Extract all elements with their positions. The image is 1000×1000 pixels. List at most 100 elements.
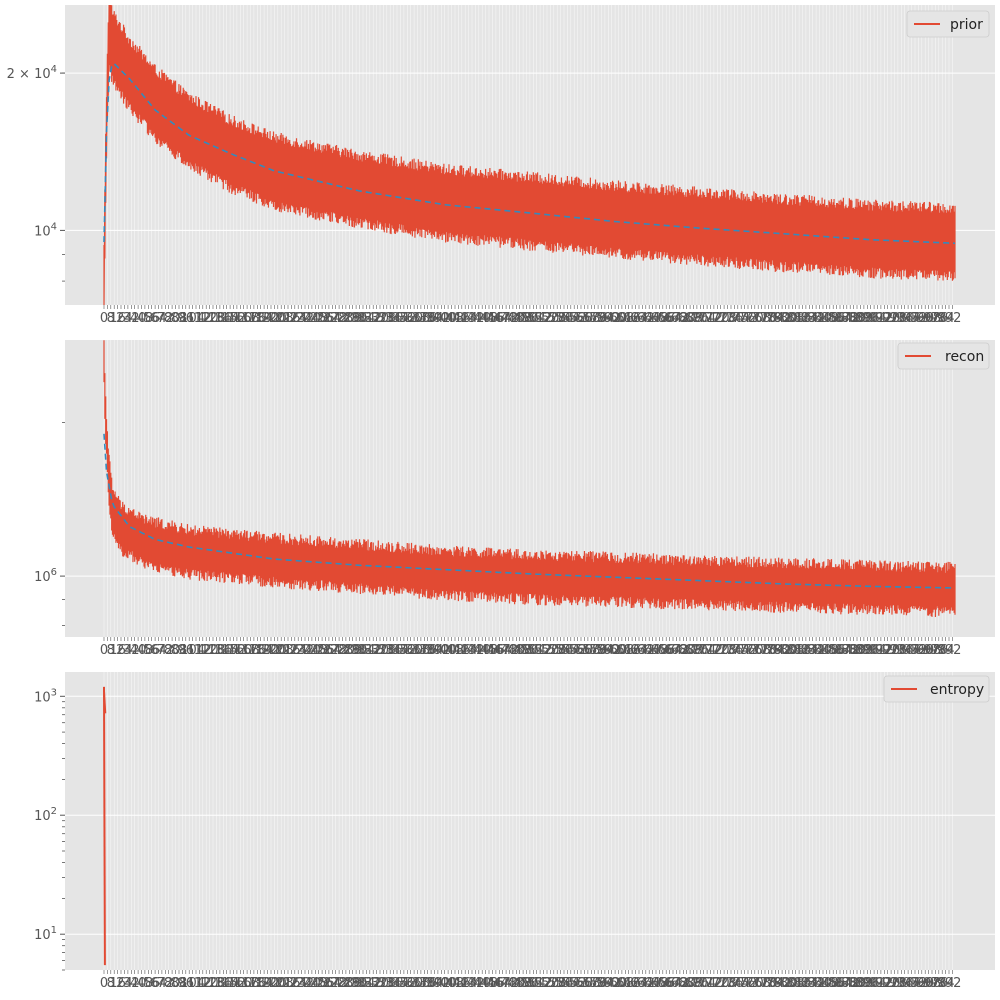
x-tick-label: 88: [171, 976, 188, 991]
x-tick-label: 256: [310, 976, 335, 991]
x-tick-label: 208: [269, 311, 294, 326]
x-tick-label: 864: [828, 643, 853, 658]
series-spike-top: [103, 686, 107, 714]
x-tick-label: 72: [157, 976, 174, 991]
x-tick-label: 992: [937, 311, 962, 326]
x-tick-label: 616: [616, 311, 641, 326]
series-layer: [103, 4, 956, 306]
x-tick-label: 600: [603, 643, 628, 658]
x-tick-label: 144: [214, 643, 239, 658]
legend-label: recon: [945, 349, 984, 365]
x-tick-label: 288: [337, 311, 362, 326]
x-tick-label: 864: [828, 976, 853, 991]
x-tick-label: 856: [821, 976, 846, 991]
x-tick-label: 768: [746, 311, 771, 326]
x-tick-label: 384: [419, 643, 444, 658]
x-tick-label: 192: [255, 976, 280, 991]
x-tick-label: 440: [466, 976, 491, 991]
x-tick-label: 632: [630, 311, 655, 326]
y-tick-base: 10: [34, 928, 51, 943]
x-tick-label: 0: [100, 311, 108, 326]
x-tick-label: 360: [398, 976, 423, 991]
x-tick-label: 664: [657, 976, 682, 991]
series-line-solid: [103, 4, 956, 306]
x-tick-label: 920: [875, 976, 900, 991]
x-tick-label: 928: [882, 311, 907, 326]
x-tick-label: 464: [487, 643, 512, 658]
x-tick-label: 800: [773, 311, 798, 326]
x-tick-label: 616: [616, 976, 641, 991]
x-tick-label: 736: [719, 311, 744, 326]
y-tick-label: 2 × 104: [7, 64, 57, 82]
legend: recon: [897, 342, 990, 370]
x-tick-label: 848: [814, 311, 839, 326]
x-tick-label: 680: [671, 311, 696, 326]
x-tick-label: 584: [589, 311, 614, 326]
x-tick-label: 304: [351, 311, 376, 326]
x-tick-label: 640: [637, 643, 662, 658]
x-tick-label: 160: [228, 976, 253, 991]
x-tick-label: 488: [507, 643, 532, 658]
x-tick-label: 880: [841, 976, 866, 991]
x-tick-label: 352: [391, 311, 416, 326]
x-tick-label: 176: [241, 976, 266, 991]
x-tick-label: 840: [807, 643, 832, 658]
x-tick-label: 952: [903, 311, 928, 326]
x-tick-label: 432: [460, 311, 485, 326]
series-layer: [103, 340, 956, 617]
x-tick-label: 720: [705, 976, 730, 991]
x-tick-label: 336: [378, 976, 403, 991]
x-tick-label: 416: [446, 311, 471, 326]
x-tick-label: 232: [289, 311, 314, 326]
x-tick-label: 928: [882, 643, 907, 658]
x-tick-label: 480: [500, 311, 525, 326]
x-tick-label: 528: [541, 643, 566, 658]
y-tick-label: 103: [34, 687, 57, 705]
x-tick-label: 264: [316, 976, 341, 991]
x-tick-label: 560: [569, 311, 594, 326]
x-tick-label: 40: [130, 976, 147, 991]
x-tick-label: 176: [241, 643, 266, 658]
x-tick-label: 96: [178, 643, 195, 658]
x-tick-label: 528: [541, 976, 566, 991]
x-tick-label: 896: [855, 643, 880, 658]
x-tick-label: 440: [466, 311, 491, 326]
x-tick-label: 824: [793, 976, 818, 991]
x-tick-label: 920: [875, 643, 900, 658]
x-tick-label: 552: [562, 311, 587, 326]
x-tick-layer: 0816243240485664728088961041121201281361…: [100, 637, 961, 658]
x-tick-label: 624: [623, 311, 648, 326]
x-tick-label: 840: [807, 311, 832, 326]
x-tick-label: 352: [391, 976, 416, 991]
y-tick-exponent: 6: [51, 567, 57, 578]
x-tick-label: 776: [753, 643, 778, 658]
x-tick-label: 944: [896, 643, 921, 658]
x-tick-label: 912: [868, 311, 893, 326]
x-tick-label: 440: [466, 643, 491, 658]
x-tick-label: 536: [548, 643, 573, 658]
x-tick-label: 56: [143, 976, 160, 991]
x-tick-label: 344: [385, 643, 410, 658]
x-tick-label: 360: [398, 311, 423, 326]
x-tick-label: 448: [473, 643, 498, 658]
x-tick-label: 40: [130, 311, 147, 326]
x-tick-label: 432: [460, 976, 485, 991]
x-tick-label: 112: [187, 976, 212, 991]
x-tick-label: 272: [323, 643, 348, 658]
x-tick-label: 984: [930, 311, 955, 326]
x-tick-label: 800: [773, 643, 798, 658]
series-spike: [103, 686, 106, 966]
x-tick-label: 88: [171, 311, 188, 326]
x-tick-label: 880: [841, 311, 866, 326]
x-tick-label: 128: [201, 643, 226, 658]
x-tick-label: 744: [725, 311, 750, 326]
x-tick-label: 848: [814, 976, 839, 991]
x-tick-label: 784: [759, 643, 784, 658]
x-tick-label: 968: [916, 976, 941, 991]
x-tick-label: 400: [432, 643, 457, 658]
x-tick-label: 856: [821, 643, 846, 658]
x-tick-label: 896: [855, 976, 880, 991]
x-tick-label: 496: [514, 643, 539, 658]
